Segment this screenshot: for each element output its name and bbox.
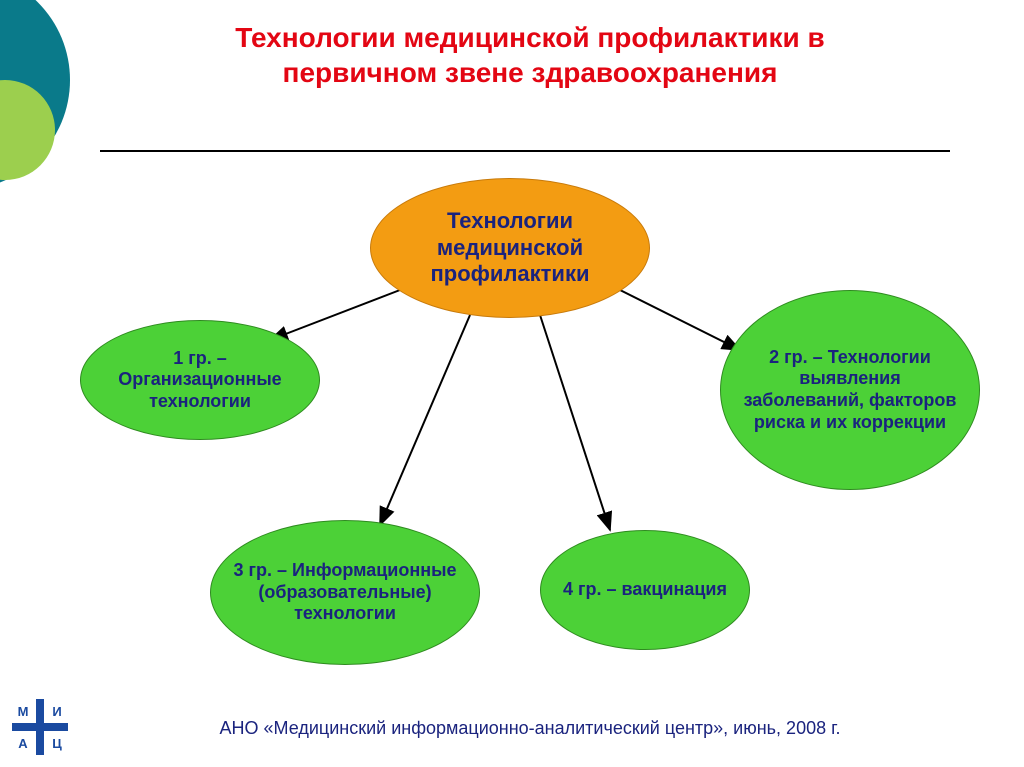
node-group-1-label: 1 гр. – Организационные технологии [101,348,299,413]
slide-title: Технологии медицинской профилактики в пе… [160,20,900,90]
miac-logo: М И А Ц [12,699,68,755]
node-group-2: 2 гр. – Технологии выявления заболеваний… [720,290,980,490]
svg-text:И: И [52,704,61,719]
node-group-4-label: 4 гр. – вакцинация [563,579,727,601]
center-node: Технологии медицинской профилактики [370,178,650,318]
svg-text:Ц: Ц [52,736,62,751]
node-group-1: 1 гр. – Организационные технологии [80,320,320,440]
node-group-4: 4 гр. – вакцинация [540,530,750,650]
svg-text:А: А [18,736,28,751]
center-node-label: Технологии медицинской профилактики [391,208,629,287]
title-underline [100,150,950,152]
node-group-3: 3 гр. – Информационные (образовательные)… [210,520,480,665]
svg-text:М: М [18,704,29,719]
footer-text: АНО «Медицинский информационно-аналитиче… [140,718,920,739]
node-group-3-label: 3 гр. – Информационные (образовательные)… [231,560,459,625]
node-group-2-label: 2 гр. – Технологии выявления заболеваний… [741,347,959,433]
